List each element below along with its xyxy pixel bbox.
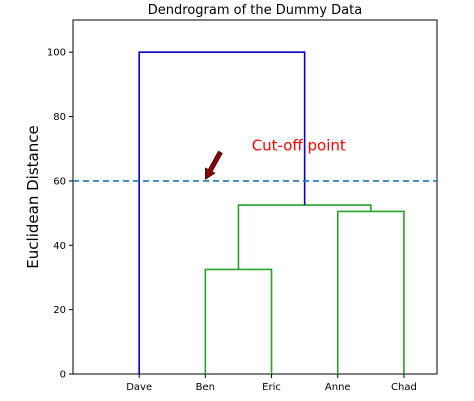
x-tick-label: Chad <box>391 382 417 393</box>
dendrogram-links <box>138 51 405 374</box>
x-tick-label: Dave <box>126 382 152 393</box>
y-tick-label: 0 <box>60 370 66 381</box>
x-tick-label: Anne <box>325 382 351 393</box>
y-tick-label: 60 <box>53 176 66 187</box>
dendrogram-link <box>138 51 306 374</box>
dendrogram-link <box>237 204 372 270</box>
y-tick-label: 20 <box>53 305 66 316</box>
chart-title: Dendrogram of the Dummy Data <box>148 3 362 18</box>
cutoff-label: Cut-off point <box>252 136 346 154</box>
y-tick-label: 80 <box>53 112 66 123</box>
y-axis-label: Euclidean Distance <box>24 125 42 268</box>
y-tick-label: 40 <box>53 241 66 252</box>
dendrogram-link <box>336 210 405 374</box>
x-tick-label: Eric <box>262 382 281 393</box>
y-axis: 0 20 40 60 80 100 <box>47 48 73 381</box>
cutoff-arrow <box>205 150 223 180</box>
y-tick-label: 100 <box>47 48 66 59</box>
x-tick-label: Ben <box>196 382 215 393</box>
dendrogram-link <box>204 268 273 374</box>
cutoff-annotation: Cut-off point <box>73 136 437 182</box>
x-axis: Dave Ben Eric Anne Chad <box>126 374 417 393</box>
plot-area <box>72 19 438 375</box>
